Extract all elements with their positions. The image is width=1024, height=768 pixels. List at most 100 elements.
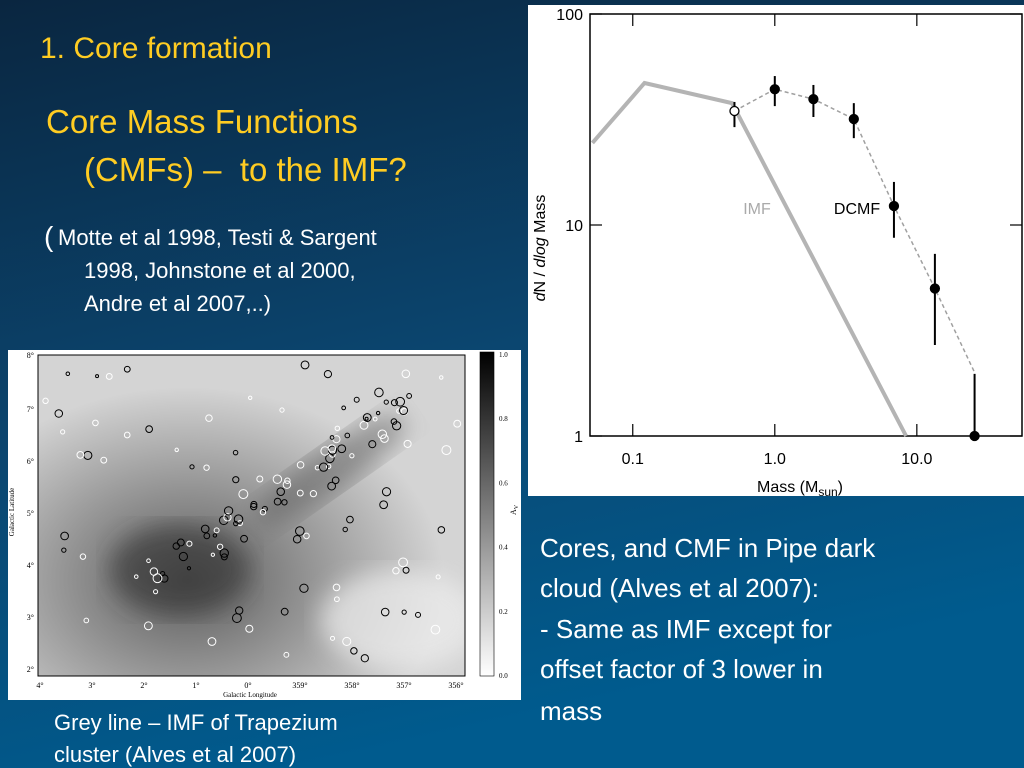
map-y-tick: 2°	[27, 665, 34, 674]
y-axis-label-part: d	[532, 291, 549, 301]
ref-line: Motte et al 1998, Testi & Sargent	[58, 225, 377, 250]
core-circle	[83, 617, 90, 624]
core-circle	[145, 425, 153, 434]
core-circle	[213, 527, 220, 534]
x-tick-label: 10.0	[901, 451, 932, 468]
core-circle	[92, 419, 99, 427]
map-x-tick: 2°	[140, 681, 147, 690]
core-circle	[240, 534, 248, 543]
core-circle	[323, 369, 333, 379]
core-circle	[220, 553, 228, 561]
core-circle	[212, 533, 218, 538]
core-circle	[281, 499, 288, 506]
colorbar-label-sub: V	[514, 504, 520, 509]
core-circle	[372, 416, 378, 422]
core-circle	[296, 489, 304, 497]
core-circle	[238, 489, 249, 500]
core-circle	[415, 611, 422, 618]
core-circle	[318, 462, 329, 472]
core-circle	[200, 524, 210, 534]
core-circle	[435, 574, 441, 580]
map-y-tick: 8°	[27, 351, 34, 360]
core-circle	[379, 500, 389, 510]
y-axis-label: dN / dlog Mass	[532, 195, 549, 302]
core-circle	[210, 552, 216, 557]
core-circle	[346, 515, 354, 524]
core-circle	[362, 413, 372, 422]
core-circle	[299, 583, 309, 593]
core-circle	[364, 416, 369, 421]
map-y-tick: 4°	[27, 561, 34, 570]
core-circle	[42, 397, 49, 405]
core-circle	[256, 475, 264, 483]
map-x-tick: 356°	[448, 681, 463, 690]
data-point	[888, 200, 900, 212]
core-circle	[399, 405, 409, 416]
core-circle	[123, 431, 131, 439]
core-circle	[174, 447, 179, 453]
caption: Grey line – IMF of Trapezium cluster (Al…	[54, 710, 338, 767]
core-circle	[406, 393, 413, 399]
core-circle	[146, 558, 151, 564]
core-circle	[333, 596, 340, 603]
core-circle	[54, 409, 64, 418]
core-circle	[272, 474, 283, 484]
core-circle	[380, 607, 390, 617]
core-circle	[360, 654, 369, 663]
dark-cloud	[255, 415, 405, 525]
core-circle	[233, 514, 244, 524]
data-point	[769, 84, 780, 95]
colorbar-tick: 0.4	[499, 544, 508, 552]
core-circle	[231, 613, 242, 624]
core-circle	[223, 506, 234, 516]
core-circle	[216, 543, 224, 550]
core-circle	[261, 505, 268, 512]
core-circle	[133, 574, 139, 579]
heading-line: Core Mass Functions	[46, 103, 358, 140]
core-circle	[390, 418, 398, 425]
core-circle	[350, 647, 358, 655]
title-block: 1. Core formation Core Mass Functions (C…	[40, 32, 407, 188]
core-circle	[381, 487, 392, 497]
core-circle	[219, 548, 229, 558]
core-circle	[332, 583, 341, 592]
colorbar-label-main: A	[509, 509, 518, 515]
core-circle	[282, 480, 292, 489]
notes: Cores, and CMF in Pipe dark cloud (Alves…	[540, 533, 876, 726]
core-circle	[189, 464, 195, 470]
ref-line: 1998, Johnstone et al 2000,	[84, 258, 356, 283]
light-cloud	[320, 570, 465, 670]
core-circle	[401, 609, 407, 615]
note-line: Cores, and CMF in Pipe dark	[540, 533, 876, 563]
core-circle	[232, 476, 240, 484]
core-circle	[341, 405, 347, 411]
core-circle	[374, 387, 384, 398]
y-axis-label-part: N /	[532, 268, 549, 293]
chart-panel	[528, 5, 1024, 496]
core-circle	[342, 526, 348, 533]
core-circle	[439, 375, 444, 380]
core-circle	[233, 520, 239, 527]
map-x-tick: 359°	[292, 681, 307, 690]
series-label: IMF	[743, 201, 771, 218]
map-x-label: Galactic Longitude	[223, 691, 277, 699]
heading-line: (CMFs) – to the IMF?	[84, 151, 407, 188]
paren: (	[44, 221, 54, 252]
core-circle	[143, 621, 153, 631]
core-circle	[223, 513, 232, 522]
core-circle	[331, 476, 340, 485]
core-circle	[383, 399, 389, 405]
core-circle	[392, 567, 400, 575]
map-y-tick: 3°	[27, 613, 34, 622]
map-x-tick: 358°	[344, 681, 359, 690]
data-point	[929, 283, 941, 294]
core-circle	[203, 464, 210, 471]
core-circle	[186, 566, 192, 571]
colorbar-tick: 0.6	[499, 479, 508, 487]
map-y-tick: 6°	[27, 457, 34, 466]
data-point	[848, 113, 859, 125]
map-texture	[42, 360, 465, 670]
core-circle	[402, 566, 410, 574]
slide-title: 1. Core formation	[40, 32, 272, 65]
core-circle	[349, 453, 355, 459]
